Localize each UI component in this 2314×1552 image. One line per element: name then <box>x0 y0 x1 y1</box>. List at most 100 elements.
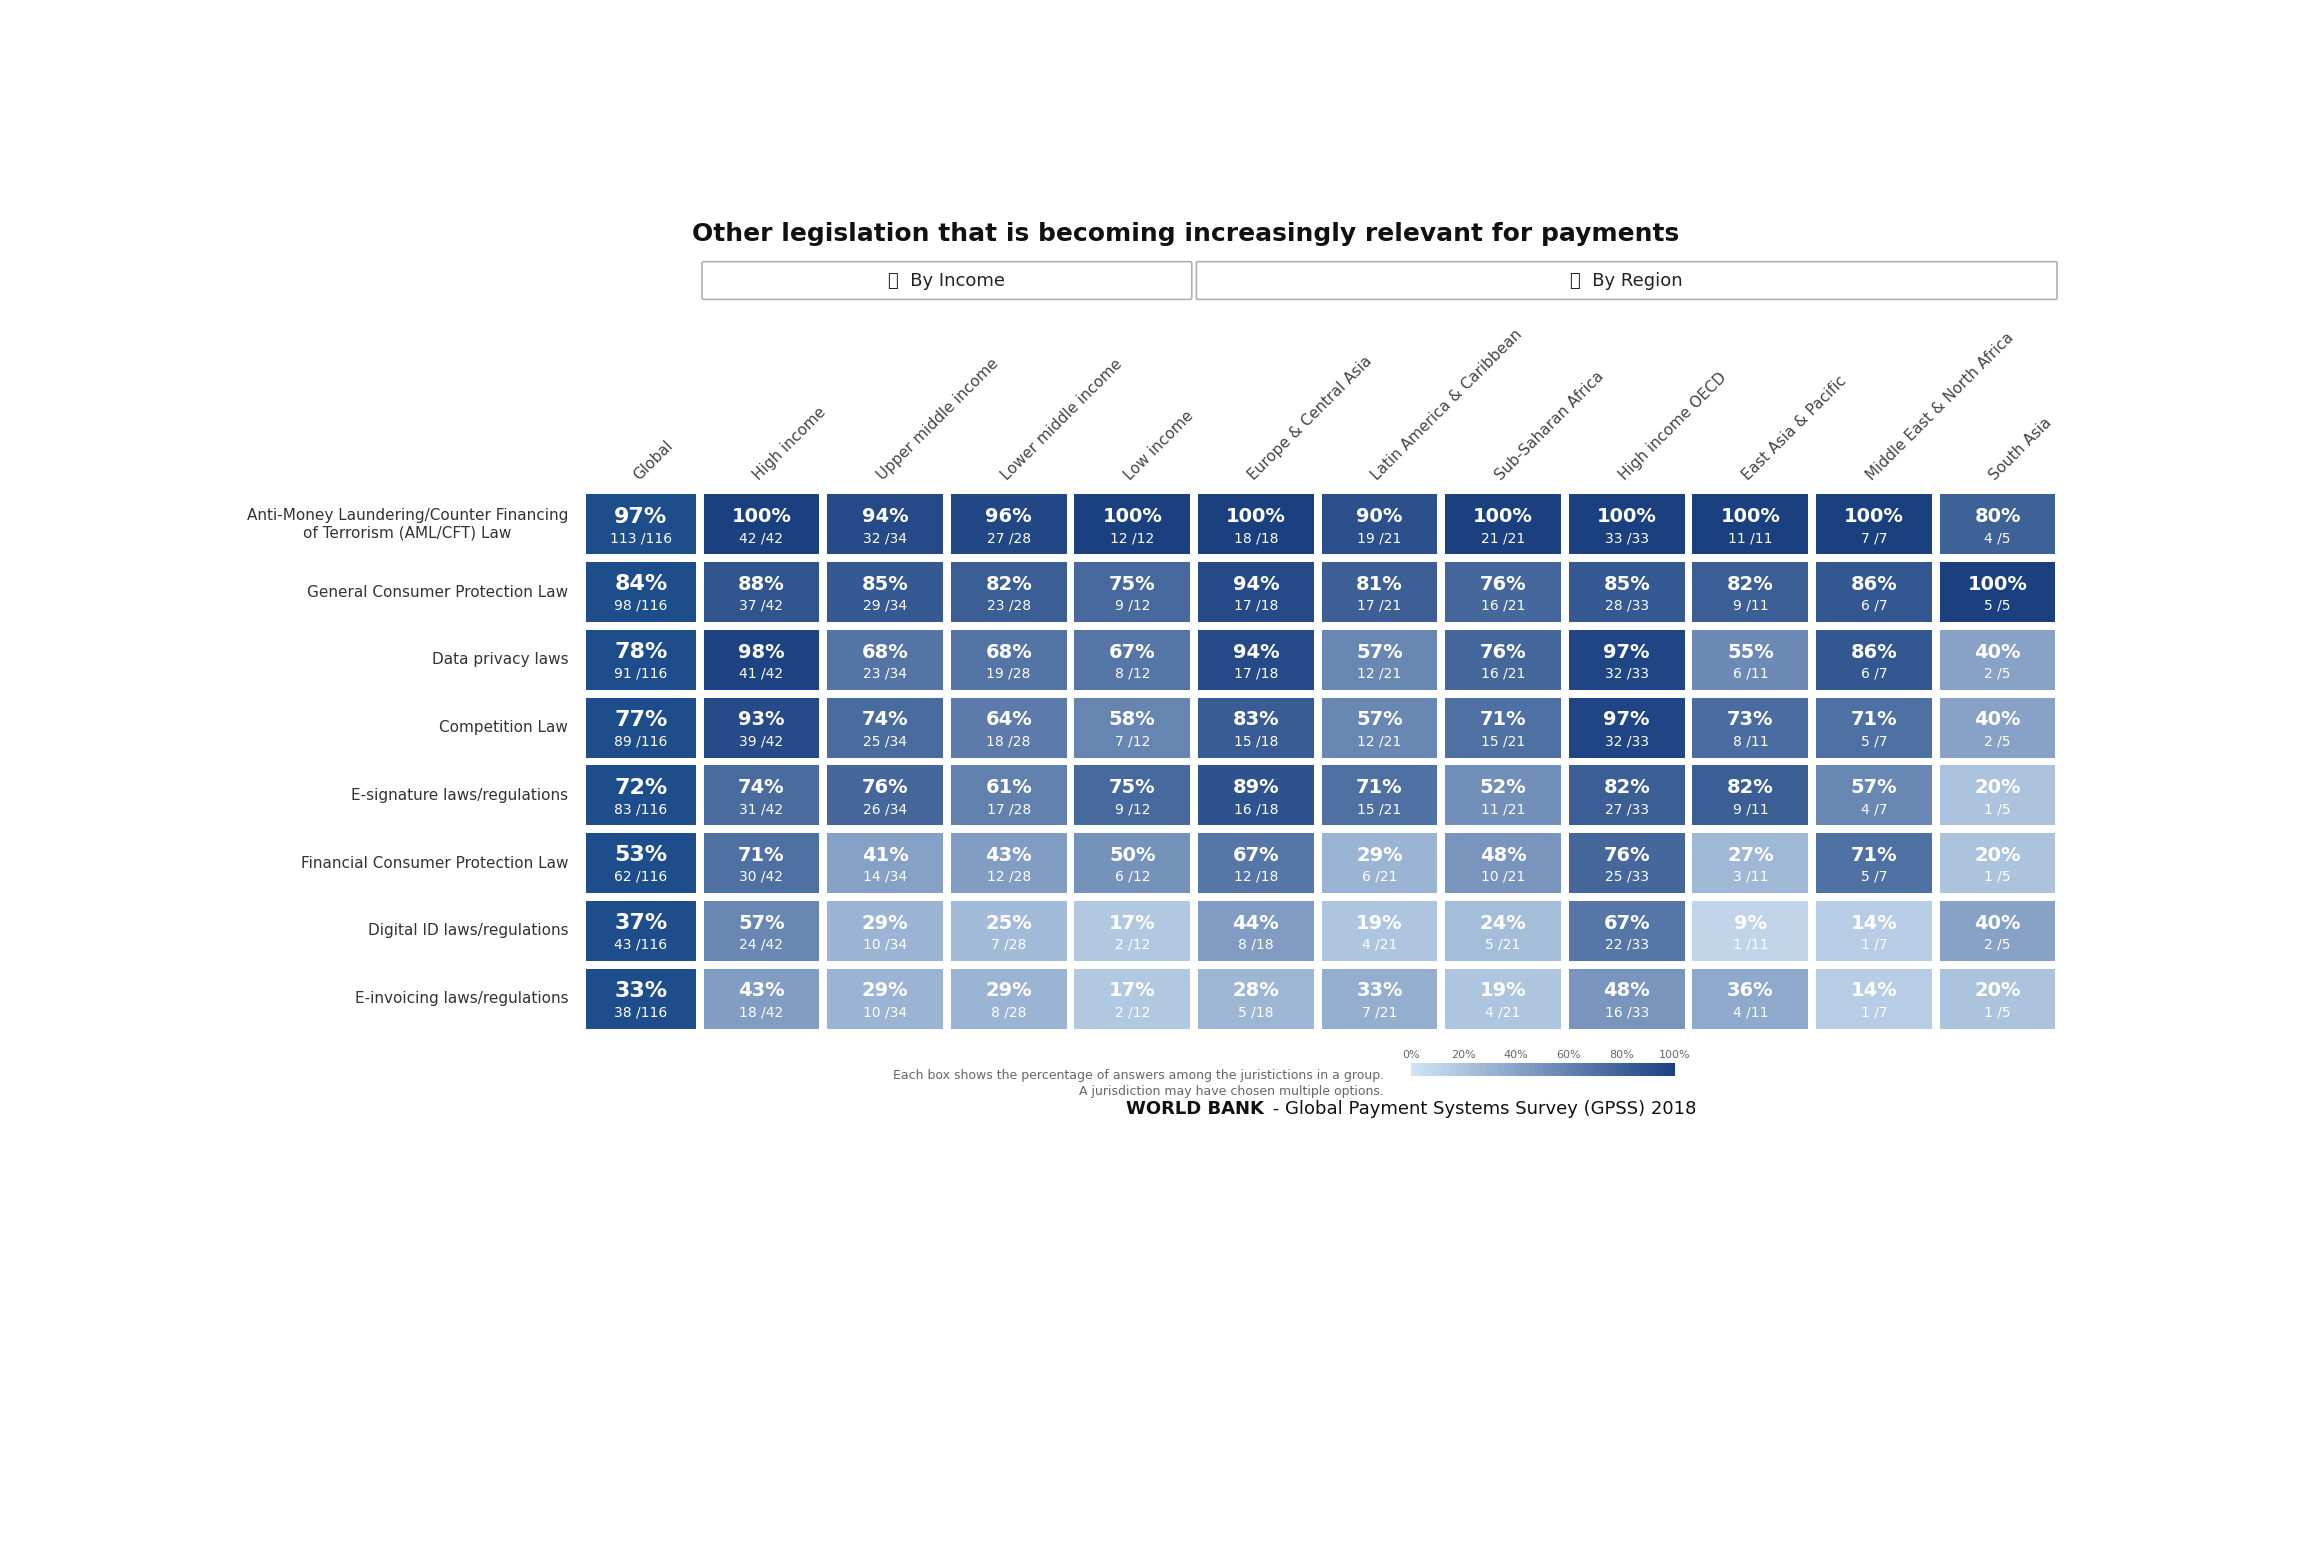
Text: Ⓡ  By Region: Ⓡ By Region <box>1571 272 1682 290</box>
Bar <box>1199 968 1314 1029</box>
Text: 9 /11: 9 /11 <box>1733 599 1768 613</box>
Bar <box>826 697 944 757</box>
Bar <box>1199 697 1314 757</box>
Text: 41 /42: 41 /42 <box>740 667 784 681</box>
Bar <box>1497 1063 1502 1076</box>
Bar <box>1576 1063 1580 1076</box>
Text: 31 /42: 31 /42 <box>740 802 784 816</box>
Text: 19%: 19% <box>1356 914 1402 933</box>
Text: 93%: 93% <box>738 711 784 729</box>
Bar <box>1569 562 1685 622</box>
Text: 36%: 36% <box>1726 981 1773 1001</box>
Bar <box>1567 1063 1569 1076</box>
Bar <box>1650 1063 1655 1076</box>
Text: 55%: 55% <box>1726 643 1775 661</box>
Text: 43%: 43% <box>738 981 784 1001</box>
Text: 2 /5: 2 /5 <box>1985 734 2011 748</box>
Bar <box>1564 1063 1567 1076</box>
Text: 57%: 57% <box>738 914 784 933</box>
Text: 22 /33: 22 /33 <box>1604 937 1648 951</box>
Text: 1 /5: 1 /5 <box>1983 802 2011 816</box>
Bar <box>1816 494 1932 554</box>
Text: 29%: 29% <box>986 981 1032 1001</box>
Text: 57%: 57% <box>1851 778 1897 798</box>
Bar <box>1446 833 1562 892</box>
Bar <box>1569 1063 1571 1076</box>
Text: 4 /11: 4 /11 <box>1733 1006 1768 1020</box>
Text: 100%: 100% <box>1844 508 1904 526</box>
Bar <box>1432 1063 1435 1076</box>
Text: 10 /34: 10 /34 <box>863 937 907 951</box>
Text: 71%: 71% <box>1851 711 1897 729</box>
Bar <box>1416 1063 1418 1076</box>
Bar <box>1553 1063 1555 1076</box>
Text: 12 /18: 12 /18 <box>1233 871 1277 885</box>
Bar <box>1543 1063 1546 1076</box>
Text: General Consumer Protection Law: General Consumer Protection Law <box>308 585 569 599</box>
Bar <box>703 630 819 689</box>
Text: 1 /11: 1 /11 <box>1733 937 1768 951</box>
Bar <box>1451 1063 1453 1076</box>
Bar <box>1476 1063 1479 1076</box>
Bar <box>1692 900 1807 961</box>
Text: 94%: 94% <box>861 508 909 526</box>
Text: 26 /34: 26 /34 <box>863 802 907 816</box>
Bar <box>1321 900 1437 961</box>
Text: 24%: 24% <box>1479 914 1527 933</box>
Bar <box>1456 1063 1458 1076</box>
Bar <box>1428 1063 1430 1076</box>
Text: 32 /33: 32 /33 <box>1604 734 1648 748</box>
Text: 19%: 19% <box>1479 981 1527 1001</box>
Text: 30 /42: 30 /42 <box>740 871 784 885</box>
Bar <box>585 765 697 826</box>
Text: 94%: 94% <box>1233 574 1280 594</box>
Text: 20%: 20% <box>1974 981 2020 1001</box>
Bar <box>1657 1063 1659 1076</box>
Text: 14%: 14% <box>1851 981 1897 1001</box>
Text: 17%: 17% <box>1108 981 1155 1001</box>
Text: 9%: 9% <box>1733 914 1768 933</box>
Bar <box>1418 1063 1421 1076</box>
Text: 20%: 20% <box>1451 1051 1476 1060</box>
Bar <box>1321 833 1437 892</box>
Text: 84%: 84% <box>613 574 666 594</box>
Text: 8 /18: 8 /18 <box>1238 937 1273 951</box>
Text: 91 /116: 91 /116 <box>613 667 669 681</box>
Bar <box>1534 1063 1539 1076</box>
Bar <box>1199 900 1314 961</box>
Bar <box>1555 1063 1560 1076</box>
Text: 76%: 76% <box>861 778 909 798</box>
Text: 74%: 74% <box>861 711 909 729</box>
Text: 100%: 100% <box>1474 508 1534 526</box>
Text: 40%: 40% <box>1974 914 2020 933</box>
Bar <box>1511 1063 1513 1076</box>
Text: 48%: 48% <box>1479 846 1527 864</box>
Text: 10 /21: 10 /21 <box>1481 871 1525 885</box>
Bar <box>1527 1063 1530 1076</box>
Text: Other legislation that is becoming increasingly relevant for payments: Other legislation that is becoming incre… <box>692 222 1680 245</box>
Text: Upper middle income: Upper middle income <box>875 355 1002 483</box>
Text: 16 /21: 16 /21 <box>1481 667 1525 681</box>
Text: 17 /21: 17 /21 <box>1358 599 1402 613</box>
Text: 6 /12: 6 /12 <box>1115 871 1150 885</box>
Bar <box>1536 1063 1541 1076</box>
Bar <box>1430 1063 1432 1076</box>
Text: 40%: 40% <box>1974 711 2020 729</box>
Text: 25%: 25% <box>986 914 1032 933</box>
Bar <box>703 562 819 622</box>
Text: Sub-Saharan Africa: Sub-Saharan Africa <box>1493 368 1606 483</box>
Text: 97%: 97% <box>613 506 666 526</box>
Bar <box>826 630 944 689</box>
Bar <box>1513 1063 1516 1076</box>
Text: Ⓡ  By Income: Ⓡ By Income <box>889 272 1004 290</box>
Text: 7 /21: 7 /21 <box>1363 1006 1398 1020</box>
Text: 86%: 86% <box>1851 643 1897 661</box>
Bar <box>1622 1063 1624 1076</box>
Text: 19 /21: 19 /21 <box>1358 531 1402 545</box>
Bar <box>951 630 1067 689</box>
Text: 2 /5: 2 /5 <box>1985 667 2011 681</box>
Text: 10 /34: 10 /34 <box>863 1006 907 1020</box>
Bar <box>1446 968 1562 1029</box>
Text: 21 /21: 21 /21 <box>1481 531 1525 545</box>
Bar <box>585 562 697 622</box>
